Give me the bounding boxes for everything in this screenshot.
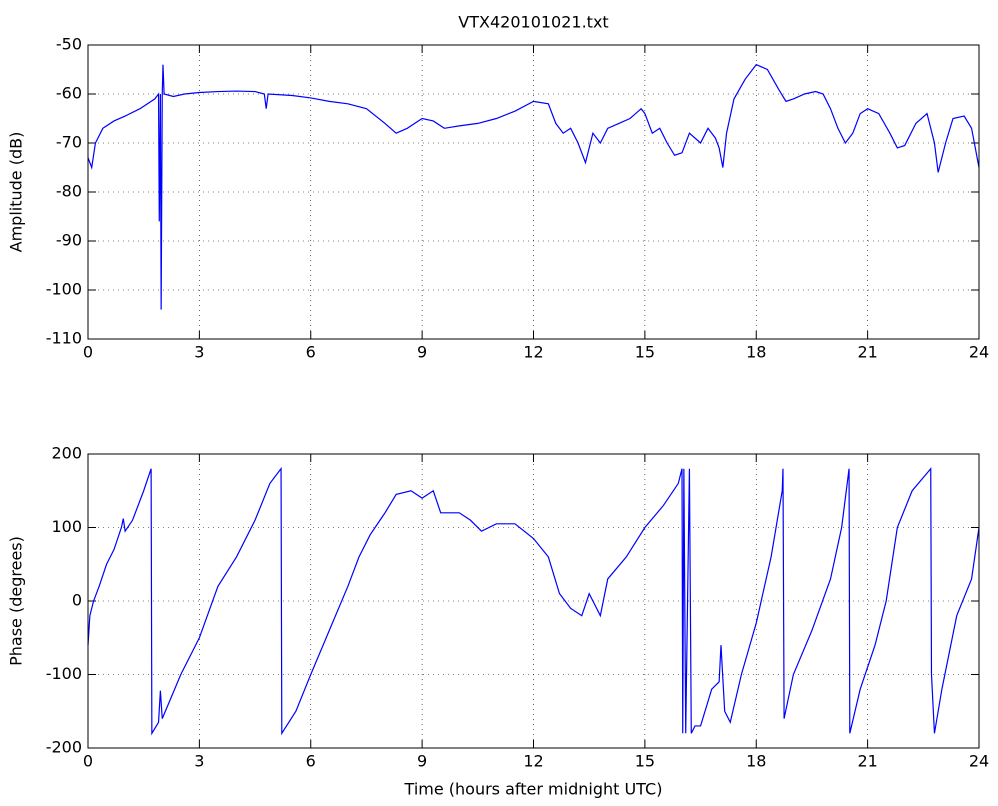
y-tick-label: -80 [56, 182, 82, 201]
axes-frame [87, 453, 980, 749]
y-tick-label: -200 [46, 738, 82, 757]
x-tick-label: 24 [969, 343, 989, 362]
y-tick-label: -100 [46, 280, 82, 299]
y-tick-label: 200 [51, 444, 82, 463]
x-tick-label: 15 [635, 343, 655, 362]
x-tick-label: 3 [194, 752, 204, 771]
x-tick-label: 0 [83, 752, 93, 771]
data-line [87, 466, 980, 736]
x-tick-label: 0 [83, 343, 93, 362]
y-tick-label: -60 [56, 84, 82, 103]
y-tick-label: -70 [56, 133, 82, 152]
y-tick-label: 0 [72, 591, 82, 610]
x-tick-label: 15 [635, 752, 655, 771]
x-tick-label: 9 [417, 343, 427, 362]
x-tick-label: 21 [857, 343, 877, 362]
x-tick-label: 24 [969, 752, 989, 771]
x-tick-label: 12 [523, 752, 543, 771]
x-tick-label: 21 [857, 752, 877, 771]
x-tick-label: 18 [746, 343, 766, 362]
y-tick-label: -90 [56, 231, 82, 250]
y-axis-label: Phase (degrees) [7, 536, 26, 666]
y-tick-label: -50 [56, 35, 82, 54]
x-tick-label: 9 [417, 752, 427, 771]
data-line [87, 63, 980, 310]
x-axis-label: Time (hours after midnight UTC) [404, 780, 663, 799]
x-tick-label: 6 [306, 752, 316, 771]
x-tick-label: 18 [746, 752, 766, 771]
chart-title: VTX420101021.txt [458, 13, 608, 32]
x-tick-label: 3 [194, 343, 204, 362]
y-tick-label: -110 [46, 329, 82, 348]
y-tick-label: -100 [46, 664, 82, 683]
x-tick-label: 6 [306, 343, 316, 362]
y-tick-label: 100 [51, 517, 82, 536]
x-tick-label: 12 [523, 343, 543, 362]
axes-frame [87, 44, 980, 340]
y-axis-label: Amplitude (dB) [7, 132, 26, 253]
